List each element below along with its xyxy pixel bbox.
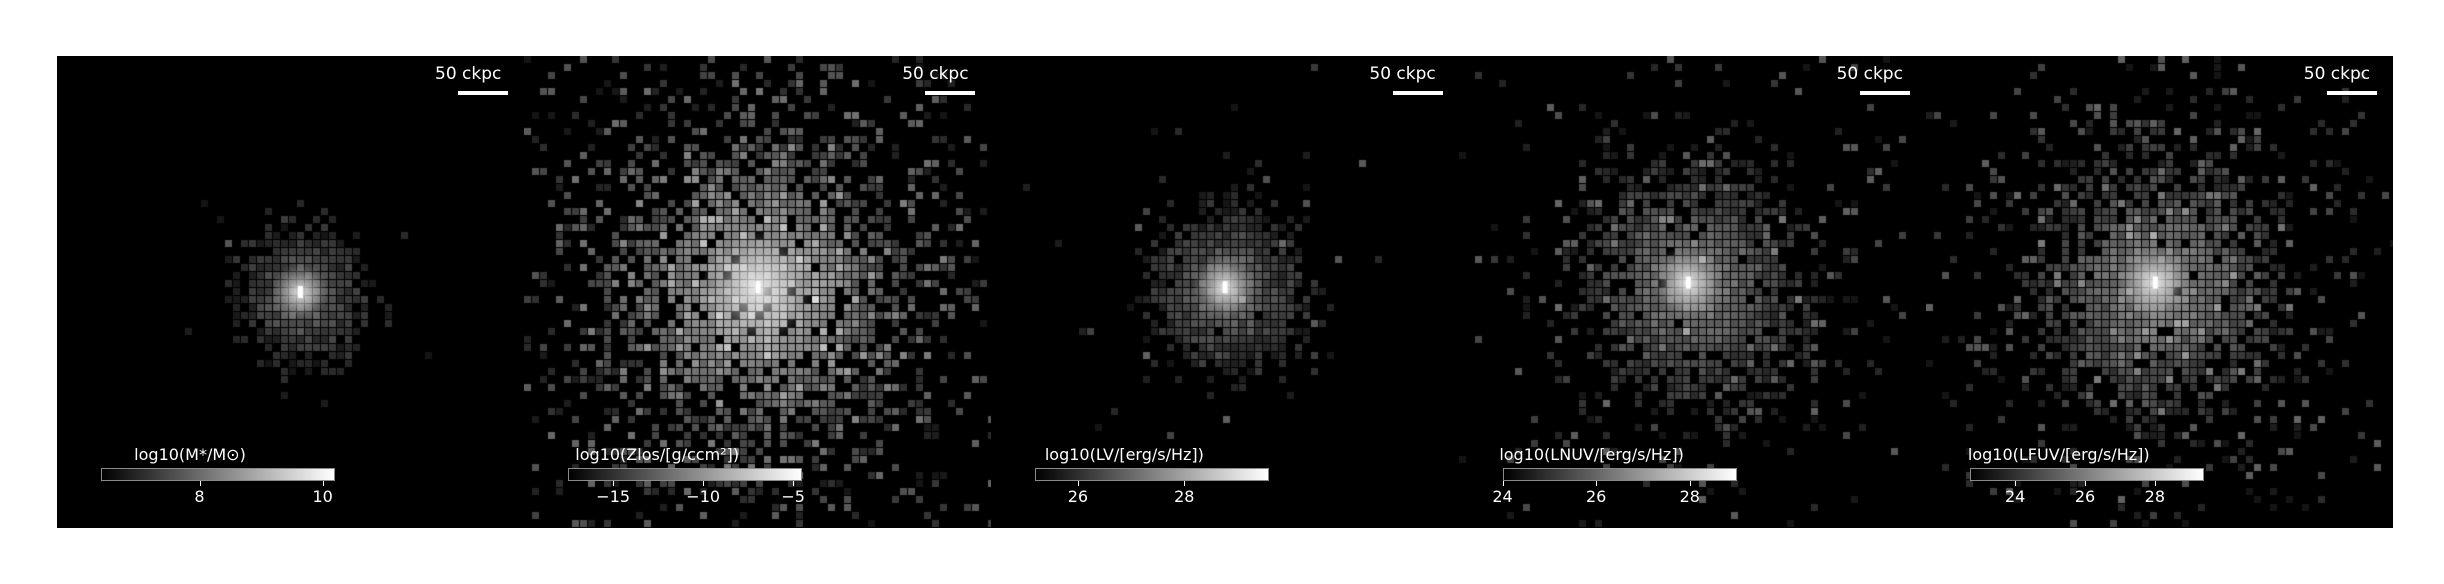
- colorbar-tick: [199, 481, 201, 486]
- colorbar-tick-label: −10: [686, 487, 721, 506]
- colorbar-tick-label: 26: [1585, 487, 1607, 506]
- metal-column-map: [524, 56, 992, 528]
- scalebar: [2326, 91, 2377, 95]
- colorbar-tick: [2154, 481, 2156, 486]
- colorbar: [101, 468, 335, 481]
- colorbar-tick: [1077, 481, 1079, 486]
- colorbar-tick: [613, 481, 615, 486]
- colorbar-tick-label: 24: [2004, 487, 2026, 506]
- fuv-luminosity-map: [1925, 56, 2393, 528]
- figure: 50 ckpc log10(M*/M⊙) 8 10 50 ckpc log10(Z…: [57, 56, 2393, 528]
- colorbar-tick-label: −5: [781, 487, 805, 506]
- colorbar: [1035, 468, 1270, 481]
- colorbar-tick: [1689, 481, 1691, 486]
- scalebar-label: 50 ckpc: [1369, 64, 1436, 84]
- panel-lum-v: 50 ckpc log10(LV/[erg/s/Hz]) 26 28: [991, 56, 1459, 528]
- colorbar-tick: [1184, 481, 1186, 486]
- scalebar-label: 50 ckpc: [1836, 64, 1903, 84]
- colorbar-label: log10(Zlos/[g/ccm²]): [575, 445, 740, 464]
- scalebar: [1392, 91, 1443, 95]
- colorbar-tick-label: 28: [2144, 487, 2166, 506]
- colorbar: [1502, 468, 1737, 481]
- scalebar: [458, 91, 509, 95]
- colorbar-tick: [1596, 481, 1598, 486]
- colorbar-label: log10(LV/[erg/s/Hz]): [1044, 445, 1204, 464]
- colorbar-tick-label: 8: [194, 487, 205, 506]
- panel-lum-nuv: 50 ckpc log10(LNUV/[erg/s/Hz]) 24 26 28: [1458, 56, 1926, 528]
- colorbar-tick-label: 26: [1067, 487, 1089, 506]
- scalebar-label: 50 ckpc: [2303, 64, 2371, 84]
- nuv-luminosity-map: [1458, 56, 1926, 528]
- colorbar-label: log10(LNUV/[erg/s/Hz]): [1499, 445, 1684, 464]
- colorbar-tick: [322, 481, 324, 486]
- colorbar-tick-label: 24: [1492, 487, 1513, 506]
- panel-lum-fuv: 50 ckpc log10(LFUV/[erg/s/Hz]) 24 26 28: [1925, 56, 2393, 528]
- colorbar-label: log10(M*/M⊙): [134, 445, 246, 464]
- colorbar-tick: [2085, 481, 2086, 486]
- colorbar-tick-label: 28: [1174, 487, 1195, 506]
- panel-stellar-mass: 50 ckpc log10(M*/M⊙) 8 10: [57, 56, 525, 528]
- colorbar-tick: [793, 481, 795, 486]
- colorbar-tick: [1502, 481, 1504, 486]
- scalebar-label: 50 ckpc: [902, 64, 969, 84]
- colorbar-tick-label: 28: [1679, 487, 1700, 506]
- scalebar-label: 50 ckpc: [435, 64, 502, 84]
- colorbar-tick-label: −15: [596, 487, 631, 506]
- panel-metal-column: 50 ckpc log10(Zlos/[g/ccm²]) −15 −10 −5: [524, 56, 992, 528]
- v-band-luminosity-map: [991, 56, 1459, 528]
- colorbar: [1969, 468, 2204, 481]
- stellar-mass-map: [57, 56, 524, 528]
- scalebar: [1859, 91, 1910, 95]
- colorbar-tick-label: 10: [312, 487, 333, 506]
- colorbar-label: log10(LFUV/[erg/s/Hz]): [1967, 445, 2150, 464]
- colorbar-tick-label: 26: [2074, 487, 2096, 506]
- colorbar: [568, 468, 803, 481]
- colorbar-tick: [703, 481, 705, 486]
- scalebar: [925, 91, 976, 95]
- colorbar-tick: [2015, 481, 2017, 486]
